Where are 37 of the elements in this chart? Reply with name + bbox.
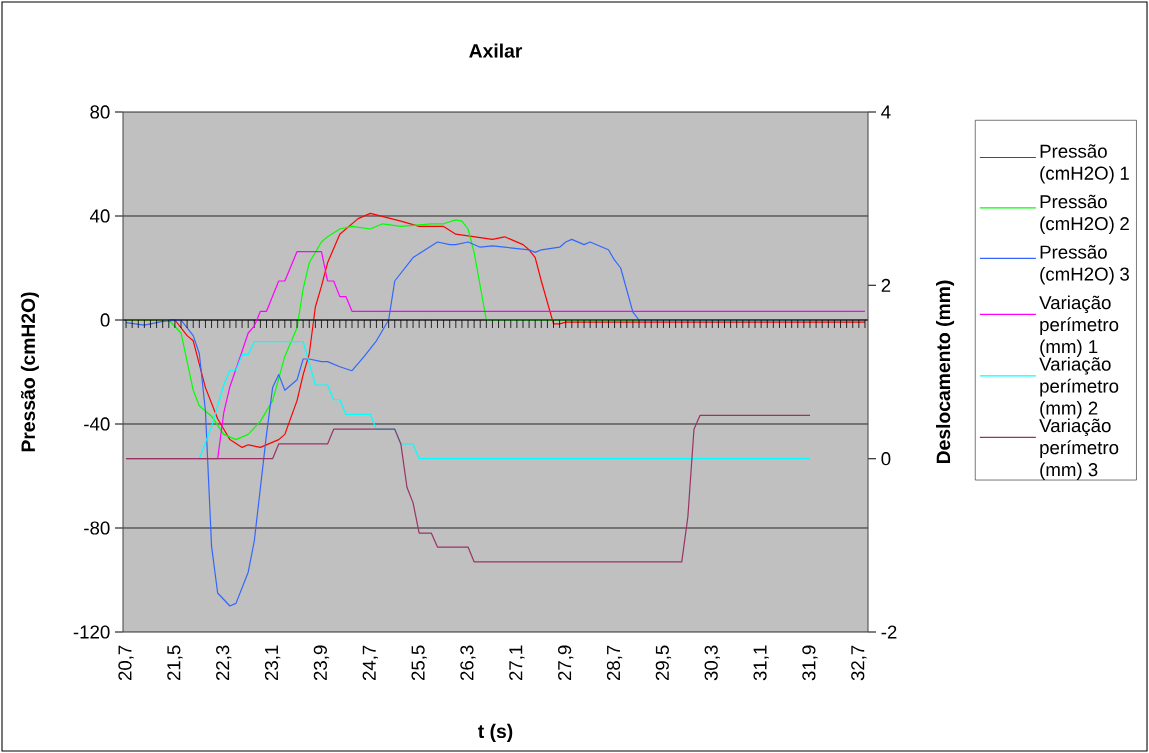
y2-tick-label: 4 xyxy=(881,105,891,119)
x-tick-label: 26,3 xyxy=(460,645,476,681)
x-tick-label: 32,7 xyxy=(851,645,867,681)
y-tick-label: -80 xyxy=(84,521,110,535)
y-tick-label: -120 xyxy=(73,625,110,639)
x-tick-label: 22,3 xyxy=(216,645,232,681)
chart-title: Axilar xyxy=(469,43,523,58)
x-tick-label: 30,3 xyxy=(704,645,720,681)
x-tick-label: 31,1 xyxy=(753,645,769,681)
x-tick-label: 31,9 xyxy=(802,645,818,681)
legend-label: Variação perímetro (mm) 2 xyxy=(1039,357,1119,419)
x-tick-label: 29,5 xyxy=(655,645,672,681)
y-axis-title: Pressão (cmH2O) xyxy=(20,292,39,452)
y2-tick-label: 2 xyxy=(881,278,891,292)
y-tick-label: -40 xyxy=(84,417,110,431)
y2-tick-label: 0 xyxy=(881,452,891,466)
x-tick-label: 23,1 xyxy=(264,645,281,681)
x-axis-title: t (s) xyxy=(478,723,513,742)
legend-label: Pressão (cmH2O) 2 xyxy=(1040,194,1129,234)
legend-label: Variação perímetro (mm) 1 xyxy=(1039,295,1119,357)
x-tick-label: 25,5 xyxy=(411,645,427,681)
x-tick-label: 23,9 xyxy=(313,645,330,681)
x-tick-label: 20,7 xyxy=(118,645,134,681)
y2-axis-title: Deslocamento (mm) xyxy=(936,280,955,464)
x-tick-label: 24,7 xyxy=(362,645,379,681)
y-tick-label: 40 xyxy=(89,209,110,223)
y-tick-label: 0 xyxy=(100,313,110,327)
x-tick-label: 27,1 xyxy=(509,645,525,681)
x-tick-label: 27,9 xyxy=(558,645,574,681)
y2-tick-label: -2 xyxy=(881,625,897,639)
x-tick-label: 21,5 xyxy=(167,645,183,681)
y-tick-label: 80 xyxy=(90,105,110,119)
legend-label: Pressão (cmH2O) 1 xyxy=(1040,144,1129,184)
legend-label: Variação perímetro (mm) 3 xyxy=(1039,418,1119,480)
x-tick-label: 28,7 xyxy=(606,645,623,681)
legend-label: Pressão (cmH2O) 3 xyxy=(1040,245,1129,285)
line-series xyxy=(125,414,811,563)
